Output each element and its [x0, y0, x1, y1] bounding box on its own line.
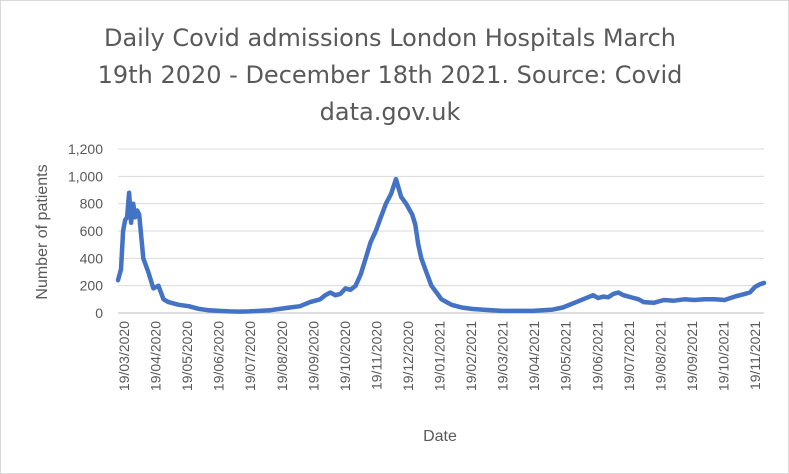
- x-tick-label: 19/11/2021: [747, 321, 763, 390]
- x-tick-label: 19/08/2021: [652, 321, 668, 391]
- gridlines: [118, 148, 764, 287]
- x-tick-label: 19/07/2020: [242, 321, 258, 391]
- chart-title-line-2: 19th 2020 - December 18th 2021. Source: …: [97, 61, 683, 89]
- x-tick-label: 19/02/2021: [463, 321, 479, 391]
- y-tick-label: 600: [80, 223, 104, 239]
- chart-title: Daily Covid admissions London Hospitals …: [60, 20, 720, 131]
- series-line-daily-admissions: [115, 176, 767, 314]
- y-axis-ticks: 0 200 400 600 800 1,000 1,200: [68, 141, 103, 321]
- x-axis-ticks: 19/03/2020 19/04/2020 19/05/2020 19/06/2020…: [116, 321, 763, 391]
- x-tick-label: 19/03/2021: [495, 321, 511, 391]
- x-tick-label: 19/04/2021: [526, 321, 542, 391]
- chart-title-line-3: data.gov.uk: [319, 98, 461, 126]
- x-tick-label: 19/08/2020: [274, 321, 290, 391]
- x-tick-label: 19/11/2020: [368, 321, 384, 390]
- y-axis-label: Number of patients: [34, 164, 51, 299]
- chart-title-line-1: Daily Covid admissions London Hospitals …: [103, 24, 677, 52]
- x-tick-label: 19/06/2020: [211, 321, 227, 391]
- x-tick-label: 19/09/2020: [305, 321, 321, 391]
- x-tick-label: 19/05/2021: [558, 321, 574, 391]
- x-axis-label: Date: [423, 428, 457, 445]
- x-tick-label: 19/10/2020: [337, 321, 353, 391]
- y-tick-label: 1,000: [68, 168, 103, 184]
- x-tick-label: 19/06/2021: [589, 321, 605, 391]
- x-tick-label: 19/12/2020: [400, 321, 416, 391]
- y-tick-label: 0: [95, 305, 103, 321]
- y-tick-label: 400: [80, 250, 104, 266]
- y-tick-label: 1,200: [68, 141, 103, 157]
- x-tick-label: 19/03/2020: [116, 321, 132, 391]
- x-tick-label: 19/09/2021: [684, 321, 700, 391]
- x-tick-label: 19/01/2021: [432, 321, 448, 391]
- x-tick-label: 19/04/2020: [148, 321, 164, 391]
- y-tick-label: 200: [80, 278, 104, 294]
- x-tick-label: 19/07/2021: [621, 321, 637, 391]
- y-tick-label: 800: [80, 196, 104, 212]
- x-tick-label: 19/05/2020: [179, 321, 195, 391]
- x-tick-label: 19/10/2021: [715, 321, 731, 391]
